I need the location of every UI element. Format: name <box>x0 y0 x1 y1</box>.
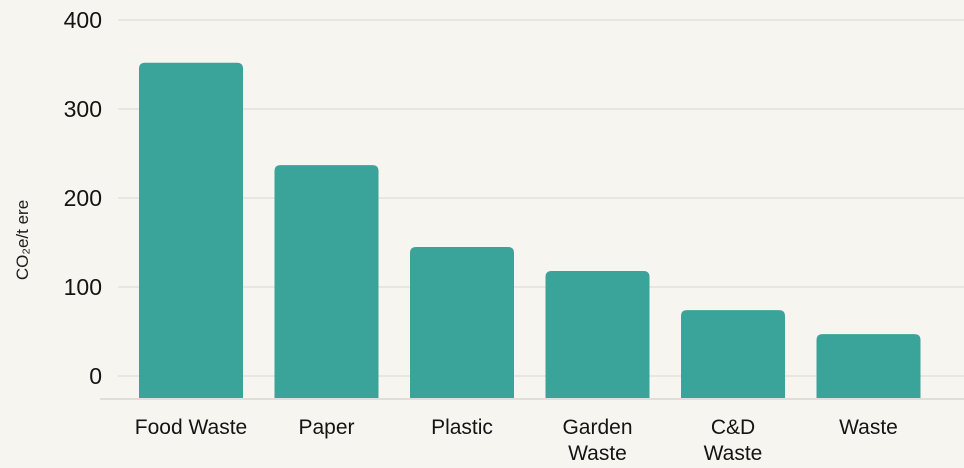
bar-waste <box>816 334 921 398</box>
bar-plastic <box>410 246 514 398</box>
x-tick-label-plastic: Plastic <box>431 416 493 439</box>
bar-paper <box>274 165 379 398</box>
x-tick-label-line: Plastic <box>431 416 493 439</box>
bars <box>139 62 921 398</box>
x-tick-label-line: Waste <box>704 442 763 465</box>
y-axis-ticks: 0 100 200 300 400 <box>64 7 102 389</box>
y-axis-title: CO₂e/t ere <box>13 200 32 280</box>
x-tick-label-paper: Paper <box>298 416 354 439</box>
x-axis-labels: Food Waste Paper Plastic Garden Waste C&D Wast… <box>135 416 898 465</box>
y-tick-label-0: 0 <box>89 363 102 389</box>
x-tick-label-line: Waste <box>839 416 898 439</box>
y-tick-label-300: 300 <box>64 96 102 122</box>
y-tick-label-100: 100 <box>64 274 102 300</box>
bar-garden-waste <box>545 270 650 398</box>
x-tick-label-line: Paper <box>298 416 354 439</box>
y-tick-label-400: 400 <box>64 7 102 33</box>
x-tick-label-garden-waste: Garden Waste <box>562 416 632 465</box>
bar-food-waste <box>139 62 243 398</box>
bar-c-d-waste <box>681 310 785 398</box>
x-tick-label-line: Food Waste <box>135 416 247 439</box>
x-tick-label-food-waste: Food Waste <box>135 416 247 439</box>
x-tick-label-line: C&D <box>711 416 755 439</box>
x-tick-label-waste: Waste <box>839 416 898 439</box>
y-tick-label-200: 200 <box>64 185 102 211</box>
x-tick-label-c-d-waste: C&D Waste <box>704 416 763 465</box>
x-tick-label-line: Garden <box>562 416 632 439</box>
x-tick-label-line: Waste <box>568 442 627 465</box>
